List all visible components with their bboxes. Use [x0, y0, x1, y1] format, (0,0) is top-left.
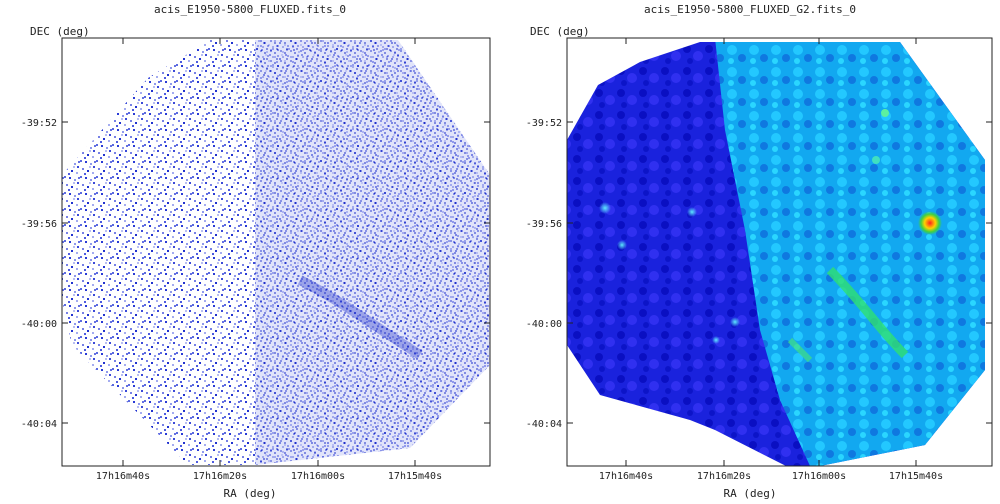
x-tick-label: 17h16m20s [697, 471, 751, 482]
x-tick-label: 17h16m20s [193, 471, 247, 482]
left-plot-frame [61, 37, 491, 467]
left-image-title: acis_E1950-5800_FLUXED.fits_0 [153, 3, 347, 16]
x-tick-label: 17h16m40s [96, 471, 150, 482]
y-tick-label: -39:56 [21, 219, 57, 230]
x-tick-label: 17h15m40s [889, 471, 943, 482]
left-dec-axis-label: DEC (deg) [30, 25, 90, 38]
y-tick-label: -39:52 [526, 118, 562, 129]
x-tick-label: 17h16m40s [599, 471, 653, 482]
y-tick-label: -39:56 [526, 219, 562, 230]
y-tick-label: -39:52 [21, 118, 57, 129]
right-dec-axis-label: DEC (deg) [530, 25, 590, 38]
left-ra-axis-label: RA (deg) [223, 487, 277, 500]
y-tick-label: -40:04 [21, 419, 57, 430]
right-plot: -39:52 -39:56 -40:00 -40:04 17h16m40s 17… [526, 37, 993, 482]
x-tick-label: 17h16m00s [792, 471, 846, 482]
x-tick-label: 17h16m00s [291, 471, 345, 482]
x-tick-label: 17h15m40s [388, 471, 442, 482]
right-image-title: acis_E1950-5800_FLUXED_G2.fits_0 [644, 3, 856, 16]
left-image-panel: -39:52 -39:56 -40:00 -40:04 17h16m40s 17… [21, 3, 491, 500]
left-plot: -39:52 -39:56 -40:00 -40:04 17h16m40s 17… [21, 37, 491, 482]
y-tick-label: -40:04 [526, 419, 562, 430]
right-ra-axis-label: RA (deg) [723, 487, 777, 500]
y-tick-label: -40:00 [21, 319, 57, 330]
right-plot-frame [566, 37, 993, 467]
y-tick-label: -40:00 [526, 319, 562, 330]
right-image-panel: -39:52 -39:56 -40:00 -40:04 17h16m40s 17… [500, 0, 1000, 504]
